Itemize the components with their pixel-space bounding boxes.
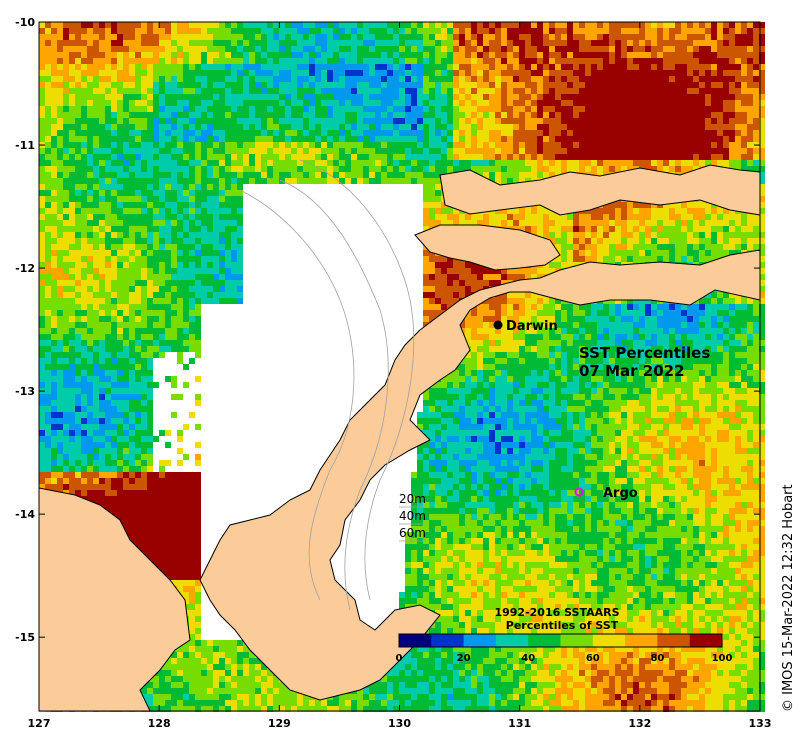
lon-tick-label: 128 — [148, 717, 171, 730]
colorbar-tick-label: 80 — [650, 653, 664, 664]
colorbar-swatch — [495, 634, 529, 647]
map-title-line2: 07 Mar 2022 — [579, 362, 685, 380]
colorbar-tick-label: 100 — [712, 653, 733, 664]
argo-marker-icon — [574, 487, 584, 497]
colorbar-swatch — [399, 634, 432, 647]
colorbar-border — [398, 633, 723, 648]
lat-tick-label: -15 — [15, 631, 35, 644]
lat-tick-label: -14 — [15, 508, 35, 521]
colorbar-swatch — [657, 634, 691, 647]
darwin-marker-icon — [493, 320, 503, 330]
colorbar-swatch — [431, 634, 465, 647]
axis-tick-labels: 127 128 129 130 131 132 133 -10 -11 -12 -13 -14 -15 — [15, 16, 771, 730]
land-tiwi — [414, 224, 561, 271]
lat-tick-label: -12 — [15, 262, 35, 275]
colorbar-swatch — [560, 634, 594, 647]
colorbar-tick-label: 40 — [521, 653, 535, 664]
depth-legend-40m: 40m — [399, 509, 426, 523]
lon-tick-label: 131 — [508, 717, 531, 730]
lon-tick-label: 130 — [388, 717, 411, 730]
colorbar-swatch — [689, 634, 723, 647]
lat-tick-label: -13 — [15, 385, 35, 398]
argo-label: Argo — [603, 486, 638, 501]
lat-tick-label: -11 — [15, 139, 35, 152]
colorbar-tick-label: 60 — [586, 653, 600, 664]
colorbar-swatch — [463, 634, 497, 647]
colorbar-swatch — [528, 634, 561, 647]
axis-ticks — [38, 21, 761, 711]
colorbar — [398, 633, 723, 648]
colorbar-tick-label: 20 — [457, 653, 471, 664]
darwin-label: Darwin — [506, 319, 558, 334]
depth-legend-60m: 60m — [399, 526, 426, 540]
map-title-line1: SST Percentiles — [579, 344, 710, 362]
lon-tick-label: 127 — [28, 717, 51, 730]
colorbar-tick-label: 0 — [396, 653, 403, 664]
credit-text: © IMOS 15-Mar-2022 12:32 Hobart — [781, 484, 796, 712]
bathymetry-contours — [239, 159, 415, 611]
lat-tick-label: -10 — [15, 16, 35, 29]
colorbar-swatch — [625, 634, 658, 647]
colorbar-title2: Percentiles of SST — [506, 619, 619, 632]
colorbar-swatch — [592, 634, 626, 647]
colorbar-title1: 1992-2016 SSTAARS — [494, 606, 619, 619]
lon-tick-label: 132 — [628, 717, 651, 730]
lon-tick-label: 129 — [268, 717, 291, 730]
depth-legend-20m: 20m — [399, 492, 426, 506]
lon-tick-label: 133 — [749, 717, 772, 730]
colorbar-ticks: 0 20 40 60 80 100 — [396, 653, 733, 664]
